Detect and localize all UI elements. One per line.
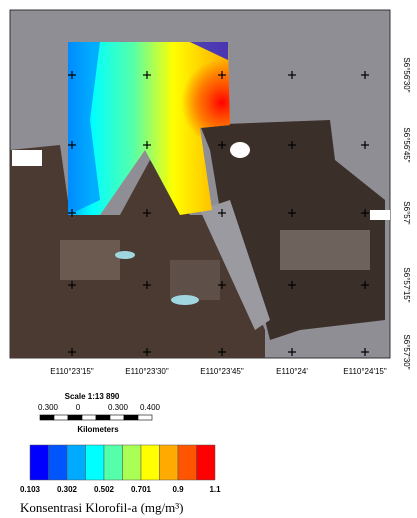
scale-label: 0.300 [108, 403, 129, 412]
legend-swatch [104, 445, 123, 480]
latitude-label: S6°57'15" [402, 267, 411, 302]
latitude-label: S6°57' [402, 201, 411, 225]
scale-label: 0.300 [38, 403, 59, 412]
legend-swatch [160, 445, 179, 480]
legend-title: Konsentrasi Klorofil-a (mg/m³) [20, 500, 183, 515]
longitude-label: E110°23'45" [200, 367, 244, 376]
longitude-label: E110°24' [276, 367, 308, 376]
scale-unit: Kilometers [77, 425, 119, 434]
scale-segment [138, 415, 152, 420]
legend-swatch [141, 445, 160, 480]
scale-title: Scale 1:13 890 [65, 392, 120, 401]
scale-segment [68, 415, 82, 420]
legend-swatch [86, 445, 105, 480]
scale-segment [110, 415, 124, 420]
longitude-label: E110°23'30" [125, 367, 169, 376]
scale-segment [54, 415, 68, 420]
legend-label: 1.1 [209, 485, 221, 494]
latitude-label: S6°56'45" [402, 127, 411, 162]
scale-segment [40, 415, 54, 420]
map-figure: E110°23'15" E110°23'30" E110°23'45" E110°24… [0, 0, 417, 518]
legend-label: 0.103 [20, 485, 41, 494]
latitude-label: S6°56'30" [402, 57, 411, 92]
scale-segment [96, 415, 110, 420]
legend-swatch [49, 445, 68, 480]
legend-swatch [123, 445, 142, 480]
legend-swatch [30, 445, 49, 480]
scale-label: 0.400 [140, 403, 161, 412]
latitude-label: S6°57'30" [402, 334, 411, 369]
scale-segment [124, 415, 138, 420]
scale-label: 0 [76, 403, 81, 412]
legend-swatch [67, 445, 86, 480]
scale-segment [82, 415, 96, 420]
legend-label: 0.502 [94, 485, 115, 494]
legend-label: 0.302 [57, 485, 78, 494]
legend-label: 0.9 [172, 485, 184, 494]
longitude-label: E110°23'15" [50, 367, 94, 376]
longitude-label: E110°24'15" [343, 367, 387, 376]
legend-swatch [178, 445, 197, 480]
legend-label: 0.701 [131, 485, 152, 494]
legend-swatch [197, 445, 216, 480]
